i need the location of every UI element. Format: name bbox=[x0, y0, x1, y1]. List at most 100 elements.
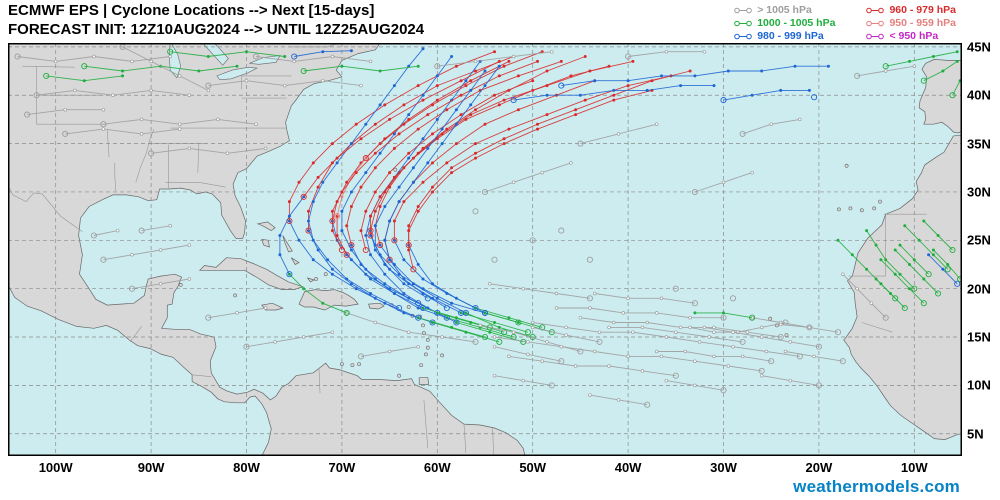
cyclone-track-gray bbox=[739, 117, 802, 137]
political-border bbox=[423, 399, 429, 449]
genesis-marker-icon bbox=[410, 266, 417, 273]
cyclone-track-gray bbox=[128, 277, 192, 292]
cyclone-track-green bbox=[421, 306, 493, 331]
genesis-marker-icon bbox=[419, 304, 427, 312]
landmass-abaco bbox=[256, 221, 276, 232]
genesis-marker-icon bbox=[854, 72, 861, 79]
political-border bbox=[848, 214, 887, 277]
cyclone-track-gray bbox=[491, 256, 498, 263]
legend-label: 960 - 979 hPa bbox=[889, 4, 956, 16]
landmass-hispaniola bbox=[298, 289, 359, 311]
longitude-tick-label: 70W bbox=[328, 460, 356, 475]
genesis-marker-icon bbox=[834, 329, 842, 336]
cyclone-track-red bbox=[367, 64, 611, 239]
cyclone-track-gray bbox=[558, 227, 565, 234]
genesis-marker-icon bbox=[81, 63, 88, 70]
cyclone-track-gray bbox=[33, 88, 192, 99]
cyclone-track-gray bbox=[205, 78, 363, 89]
genesis-marker-icon bbox=[486, 324, 493, 331]
latitude-tick-label: 5N bbox=[967, 426, 984, 442]
genesis-marker-icon bbox=[901, 304, 908, 312]
cyclone-track-gray bbox=[588, 393, 651, 408]
genesis-marker-icon bbox=[920, 77, 927, 84]
genesis-marker-icon bbox=[243, 343, 250, 350]
cyclone-track-gray bbox=[252, 53, 373, 64]
genesis-marker-icon bbox=[920, 300, 927, 307]
political-border bbox=[129, 326, 142, 343]
genesis-marker-icon bbox=[362, 155, 369, 162]
genesis-marker-icon bbox=[343, 309, 350, 316]
island bbox=[350, 363, 355, 368]
longitude-tick-label: 10W bbox=[900, 460, 928, 475]
genesis-marker-icon bbox=[286, 271, 293, 278]
island bbox=[844, 163, 849, 168]
longitude-tick-label: 40W bbox=[614, 460, 642, 475]
genesis-marker-icon bbox=[481, 188, 489, 196]
genesis-marker-icon bbox=[100, 256, 107, 263]
cyclone-track-gray bbox=[578, 315, 784, 341]
island bbox=[421, 323, 425, 328]
genesis-marker-icon bbox=[558, 82, 565, 89]
cyclone-track-green bbox=[693, 311, 756, 321]
latitude-tick-label: 30N bbox=[967, 184, 991, 200]
cyclone-track-gray bbox=[14, 53, 172, 64]
island bbox=[314, 277, 319, 281]
political-border bbox=[8, 185, 83, 232]
political-border bbox=[22, 65, 75, 68]
longitude-tick-label: 80W bbox=[233, 460, 260, 475]
cyclone-track-red bbox=[345, 59, 563, 249]
genesis-marker-icon bbox=[300, 193, 307, 200]
political-border bbox=[192, 374, 212, 377]
genesis-marker-icon bbox=[148, 150, 155, 157]
cyclone-track-gray bbox=[344, 311, 479, 345]
genesis-marker-icon bbox=[501, 329, 508, 336]
cyclone-track-gray bbox=[592, 291, 698, 307]
genesis-marker-icon bbox=[944, 266, 951, 273]
landmass-africa bbox=[843, 134, 962, 440]
pressure-legend: > 1005 hPa 1000 - 1005 hPa 980 - 999 hPa 96… bbox=[733, 4, 956, 42]
lake-erie bbox=[216, 66, 259, 81]
latitude-tick-label: 40N bbox=[967, 87, 991, 103]
island bbox=[178, 282, 183, 287]
cyclone-track-red bbox=[362, 59, 511, 162]
cyclone-track-gray bbox=[841, 272, 889, 321]
political-border bbox=[198, 182, 226, 188]
genesis-marker-icon bbox=[100, 121, 107, 128]
cyclone-track-red bbox=[405, 69, 692, 249]
cyclone-track-gray bbox=[577, 122, 659, 147]
genesis-marker-icon bbox=[577, 348, 584, 355]
genesis-marker-icon bbox=[758, 367, 765, 374]
genesis-marker-icon bbox=[882, 63, 889, 70]
genesis-marker-icon bbox=[453, 319, 460, 326]
legend-label: < 950 hPa bbox=[889, 30, 939, 42]
genesis-marker-icon bbox=[90, 232, 97, 239]
landmass-eleuthera bbox=[282, 235, 293, 253]
genesis-marker-icon bbox=[739, 338, 746, 345]
legend-label: 1000 - 1005 hPa bbox=[757, 17, 836, 29]
island bbox=[859, 208, 864, 213]
track-marker-icon bbox=[734, 20, 753, 26]
island bbox=[393, 167, 398, 172]
cyclone-track-gray bbox=[24, 107, 106, 118]
cyclone-track-gray bbox=[529, 237, 536, 244]
cyclone-track-gray bbox=[119, 43, 211, 93]
genesis-marker-icon bbox=[768, 358, 775, 365]
genesis-marker-icon bbox=[935, 290, 942, 297]
cyclone-track-blue bbox=[278, 195, 306, 278]
cyclone-track-blue bbox=[307, 47, 425, 312]
landmass-trinidad bbox=[418, 377, 430, 385]
cyclone-track-blue bbox=[373, 69, 487, 302]
cyclone-track-green bbox=[865, 229, 918, 292]
cyclone-track-green bbox=[893, 248, 942, 297]
genesis-marker-icon bbox=[720, 387, 727, 394]
latitude-tick-label: 10N bbox=[967, 377, 991, 393]
cyclone-track-gray bbox=[664, 378, 727, 394]
cyclone-track-blue bbox=[340, 55, 454, 316]
cyclone-track-green bbox=[931, 248, 962, 283]
genesis-marker-icon bbox=[362, 246, 369, 254]
genesis-marker-icon bbox=[586, 256, 593, 263]
cyclone-track-red bbox=[391, 74, 673, 244]
genesis-marker-icon bbox=[415, 314, 422, 321]
page-title: ECMWF EPS | Cyclone Locations --> Next [… bbox=[8, 1, 424, 39]
